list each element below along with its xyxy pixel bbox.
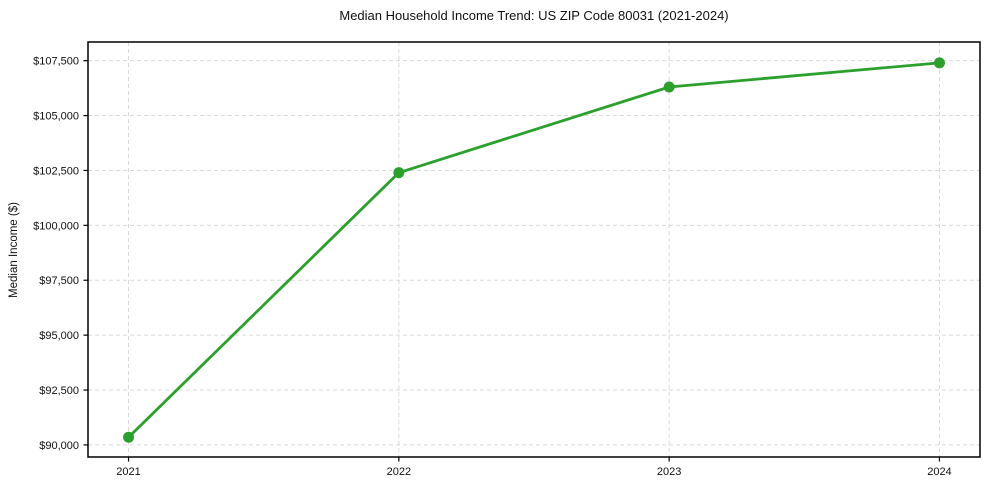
y-tick-label: $107,500 [33,56,79,68]
data-point-marker [123,431,135,443]
y-tick-label: $90,000 [39,440,79,452]
y-tick-label: $105,000 [33,111,79,123]
y-axis-title: Median Income ($) [8,202,20,298]
y-tick-label: $92,500 [39,385,79,397]
income-trend-line [127,61,941,439]
data-point-marker [393,167,405,179]
y-tick-label: $102,500 [33,165,79,177]
y-tick-label: $100,000 [33,220,79,232]
chart-title: Median Household Income Trend: US ZIP Co… [339,8,729,23]
plot-border [87,41,981,458]
x-tick-label: 2023 [657,466,681,478]
x-tick-label: 2022 [387,466,411,478]
data-point-marker [663,81,675,93]
y-tick-label: $97,500 [39,275,79,287]
y-tick-label: $95,000 [39,330,79,342]
x-tick-label: 2024 [927,466,951,478]
x-tick-label: 2021 [116,466,140,478]
data-point-marker [933,57,945,69]
